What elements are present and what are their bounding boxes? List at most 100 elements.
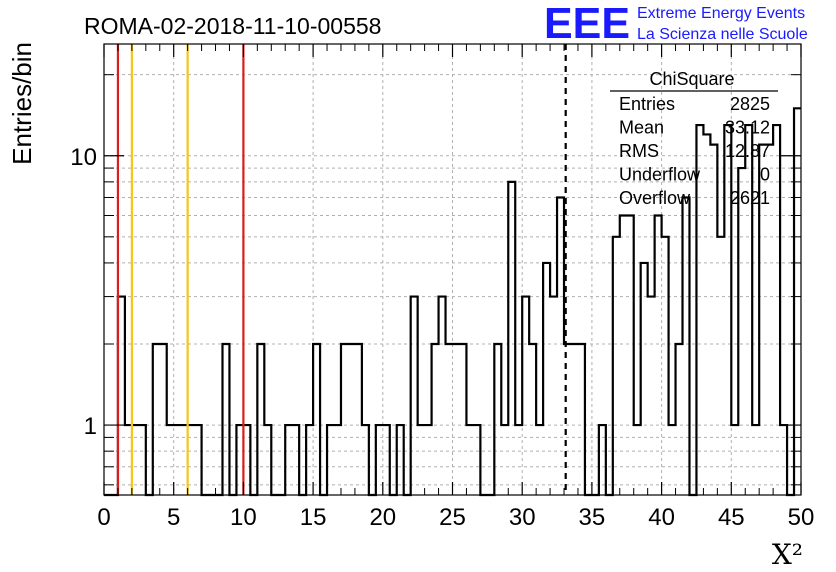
histogram-bin [536, 425, 543, 495]
histogram-bin [334, 425, 341, 495]
histogram-bin [257, 344, 264, 495]
histogram-bin [153, 344, 160, 495]
histogram-bin [376, 425, 383, 495]
stats-box: ChiSquare Entries 2825 Mean 33.12 RMS 12.87 Un… [610, 69, 778, 208]
y-axis-label: Entries/bin [7, 42, 37, 165]
x-tick-label: 45 [718, 504, 745, 531]
stats-label: Mean [619, 118, 664, 138]
histogram-bin [669, 425, 676, 495]
x-tick-label: 15 [300, 504, 327, 531]
histogram-bin [313, 344, 320, 495]
histogram-bin [355, 344, 362, 495]
stats-value: 0 [760, 165, 770, 185]
histogram-bin [466, 425, 473, 495]
histogram-bin [515, 425, 522, 495]
histogram-bin [348, 344, 355, 495]
stats-label: Entries [619, 94, 675, 114]
histogram-bin [473, 425, 480, 495]
histogram-bin [362, 425, 369, 495]
histogram-bin [397, 425, 404, 495]
logo-mark: EEE [544, 0, 630, 48]
histogram-bin [613, 237, 620, 495]
stats-value: 12.87 [725, 141, 770, 161]
x-tick-label: 40 [648, 504, 675, 531]
y-tick-label: 1 [84, 413, 97, 440]
histogram-bin [327, 425, 334, 495]
x-tick-label: 0 [97, 504, 110, 531]
histogram-bin [264, 425, 271, 495]
histogram-bin [550, 297, 557, 495]
histogram-bin [780, 425, 787, 495]
histogram-bin [676, 344, 683, 495]
histogram-bin [620, 216, 627, 495]
histogram-bin [773, 125, 780, 495]
histogram-bin [446, 344, 453, 495]
logo-line-2: La Scienza nelle Scuole [637, 26, 808, 43]
histogram-bin [453, 344, 460, 495]
histogram-bin [655, 216, 662, 495]
chart-title: ROMA-02-2018-11-10-00558 [84, 13, 381, 39]
plot-area [104, 44, 801, 495]
histogram-bin [627, 216, 634, 495]
grid [104, 44, 801, 495]
histogram-bin [522, 297, 529, 495]
histogram-bin [543, 263, 550, 495]
histogram-bin [738, 168, 745, 495]
histogram-bin [710, 145, 717, 495]
x-tick-label: 35 [579, 504, 606, 531]
histogram-bin [731, 425, 738, 495]
histogram-bin [641, 263, 648, 495]
x-tick-label: 10 [230, 504, 257, 531]
histogram-bin [662, 237, 669, 495]
stats-label: RMS [619, 141, 659, 161]
histogram-bin [418, 425, 425, 495]
logo: EEE Extreme Energy Events La Scienza nel… [544, 0, 808, 48]
stats-value: 2621 [730, 188, 770, 208]
histogram-outline [104, 107, 801, 497]
x-tick-label: 25 [439, 504, 466, 531]
histogram-bin [425, 425, 432, 495]
histogram-bin [459, 344, 466, 495]
histogram-bin [292, 425, 299, 495]
histogram-bin [174, 425, 181, 495]
histogram-bin [160, 344, 167, 495]
histogram [104, 107, 801, 497]
histogram-bin [745, 125, 752, 495]
stats-value: 33.12 [725, 118, 770, 138]
x-tick-label: 50 [788, 504, 815, 531]
histogram-bin [341, 344, 348, 495]
histogram-bin [648, 297, 655, 495]
histogram-bin [222, 344, 229, 495]
histogram-bin [752, 425, 759, 495]
marker-lines [116, 44, 567, 495]
histogram-bin [599, 425, 606, 495]
histogram-bin [508, 182, 515, 495]
x-tick-label: 5 [167, 504, 180, 531]
histogram-bin [432, 344, 439, 495]
histogram-bin [167, 425, 174, 495]
stats-value: 2825 [730, 94, 770, 114]
histogram-bin [411, 297, 418, 495]
y-tick-label: 10 [70, 144, 97, 171]
x-axis-label: X² [772, 538, 803, 571]
x-tick-label: 20 [369, 504, 396, 531]
x-tick-label: 30 [509, 504, 536, 531]
histogram-bin [724, 125, 731, 495]
histogram-bin [439, 297, 446, 495]
stats-label: Underflow [619, 165, 701, 185]
histogram-bin [501, 425, 508, 495]
logo-line-1: Extreme Energy Events [637, 5, 805, 22]
histogram-bin [383, 425, 390, 495]
histogram-bin [285, 425, 292, 495]
histogram-bin [571, 344, 578, 495]
histogram-bin [557, 197, 564, 495]
histogram-bin [634, 425, 641, 495]
axis-ticks: 0 5 10 15 20 25 30 35 40 45 50 1 10 [70, 44, 814, 531]
histogram-bin [683, 197, 690, 495]
histogram-bin [529, 344, 536, 495]
histogram-bin [494, 344, 501, 495]
histogram-bin [139, 425, 146, 495]
histogram-bin [306, 425, 313, 495]
histogram-bin [703, 134, 710, 495]
